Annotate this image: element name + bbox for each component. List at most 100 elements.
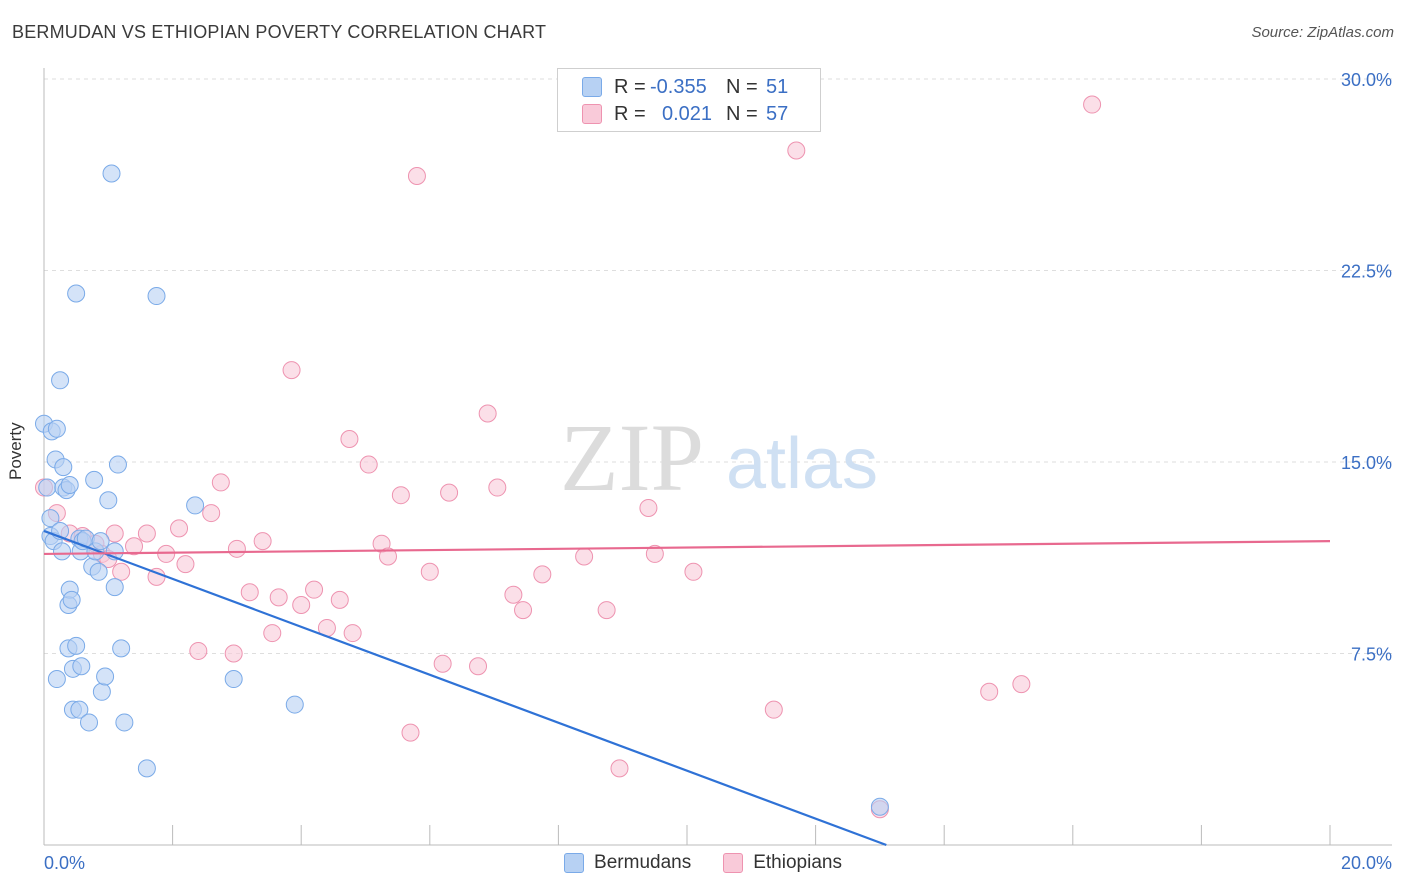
bermudans-point <box>186 496 205 515</box>
ethiopians-points <box>35 95 1102 819</box>
series-legend: Bermudans Ethiopians <box>0 852 1406 874</box>
watermark-atlas: atlas <box>726 424 878 504</box>
bermudans-point <box>105 578 124 597</box>
ethiopians-point <box>170 519 189 538</box>
ethiopians-point <box>137 524 156 543</box>
ethiopians-point <box>269 588 288 607</box>
r-label: R = <box>614 75 646 98</box>
ethiopians-point <box>504 585 523 604</box>
watermark-zip: ZIP <box>560 404 704 511</box>
legend-row-bermudans: R = -0.355 N = 51 <box>582 75 788 99</box>
ethiopians-point <box>176 555 195 574</box>
bermudans-point <box>47 419 66 438</box>
bermudans-point <box>54 458 73 477</box>
bermudans-point <box>41 509 60 528</box>
n-value: 51 <box>766 75 789 98</box>
ethiopians-point <box>1083 95 1102 114</box>
ethiopians-point <box>227 539 246 558</box>
bermudans-point <box>102 164 121 183</box>
ethiopians-point <box>533 565 552 584</box>
bermudans-point <box>108 455 127 474</box>
x-tick-label: 0.0% <box>44 853 85 873</box>
ethiopians-point <box>359 455 378 474</box>
ethiopians-point <box>340 430 359 449</box>
source-note: Source: ZipAtlas.com <box>1251 24 1394 41</box>
bermudans-point <box>92 682 111 701</box>
ethiopians-point <box>343 624 362 643</box>
y-tick-label: 15.0% <box>1341 453 1392 473</box>
bermudans-point <box>137 759 156 778</box>
ethiopians-point <box>469 657 488 676</box>
bermudans-point <box>51 371 70 390</box>
chart-title: BERMUDAN VS ETHIOPIAN POVERTY CORRELATIO… <box>12 22 547 42</box>
correlation-legend: R = -0.355 N = 51 R = 0.021 N = 57 <box>557 68 821 132</box>
n-label: N = <box>726 102 758 125</box>
bermudans-point <box>89 562 108 581</box>
bermudans-point <box>72 657 91 676</box>
bermudans-point <box>91 532 110 551</box>
ethiopians-point <box>157 544 176 563</box>
ethiopians-point <box>787 141 806 160</box>
ethiopians-point <box>292 595 311 614</box>
x-tick-label: 20.0% <box>1341 853 1392 873</box>
ethiopians-point <box>305 580 324 599</box>
y-tick-label: 7.5% <box>1351 645 1392 665</box>
trend-lines <box>43 529 1331 847</box>
ethiopians-point <box>112 562 131 581</box>
ethiopians-point <box>407 167 426 186</box>
ethiopians-point <box>401 723 420 742</box>
ethiopians-point <box>282 361 301 380</box>
r-value: -0.355 <box>650 75 707 98</box>
ethiopians-point <box>610 759 629 778</box>
legend-label-ethiopians: Ethiopians <box>753 852 842 873</box>
bermudans-point <box>70 700 89 719</box>
bermudans-point <box>285 695 304 714</box>
bermudans-trend-line <box>43 529 887 847</box>
bermudans-point <box>62 590 81 609</box>
bermudans-point <box>38 478 57 497</box>
tick-labels: 0.0% 20.0% 7.5% 15.0% 22.5% 30.0% <box>44 70 1392 873</box>
ethiopians-point <box>420 562 439 581</box>
ethiopians-point <box>263 624 282 643</box>
r-label: R = <box>614 102 646 125</box>
ethiopians-point <box>575 547 594 566</box>
ethiopians-point <box>391 486 410 505</box>
bermudans-point <box>224 670 243 689</box>
ethiopians-point <box>764 700 783 719</box>
bermudans-point <box>112 639 131 658</box>
y-tick-label: 30.0% <box>1341 70 1392 90</box>
bermudans-points <box>35 164 889 816</box>
y-axis-label: Poverty <box>6 422 25 480</box>
bermudans-point <box>60 475 79 494</box>
ethiopians-point <box>1012 675 1031 694</box>
bermudans-point <box>67 636 86 655</box>
grid-lines <box>44 78 1392 654</box>
legend-swatch-ethiopians <box>582 104 602 124</box>
y-tick-label: 22.5% <box>1341 262 1392 282</box>
ethiopians-point <box>330 590 349 609</box>
ethiopians-point <box>189 641 208 660</box>
ethiopians-point <box>240 583 259 602</box>
legend-item-ethiopians[interactable]: Ethiopians <box>723 852 842 874</box>
ethiopians-point <box>684 562 703 581</box>
r-value: 0.021 <box>662 102 713 125</box>
ethiopians-point <box>478 404 497 423</box>
bermudans-point <box>85 470 104 489</box>
bermudans-point <box>147 287 166 306</box>
ethiopians-point <box>597 601 616 620</box>
bermudans-point <box>67 284 86 303</box>
bermudans-point <box>96 667 115 686</box>
ethiopians-point <box>639 498 658 517</box>
legend-swatch-bermudans <box>564 853 585 873</box>
ethiopians-point <box>980 682 999 701</box>
legend-item-bermudans[interactable]: Bermudans <box>564 852 691 874</box>
ethiopians-point <box>253 532 272 551</box>
bermudans-point <box>115 713 134 732</box>
legend-swatch-ethiopians <box>723 853 744 873</box>
ethiopians-point <box>488 478 507 497</box>
ethiopians-point <box>514 601 533 620</box>
ethiopians-point <box>211 473 230 492</box>
ethiopians-point <box>224 644 243 663</box>
bermudans-point <box>870 797 889 816</box>
